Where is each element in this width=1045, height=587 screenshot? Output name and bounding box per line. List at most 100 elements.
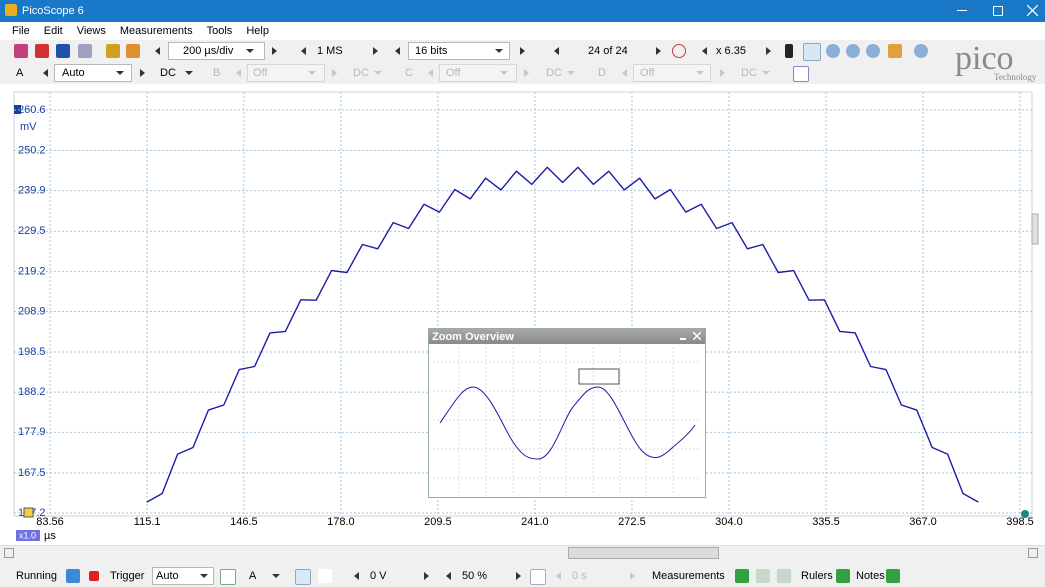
rulers-button[interactable] bbox=[836, 569, 850, 583]
rulers-label[interactable]: Rulers bbox=[801, 570, 833, 582]
dropdown[interactable] bbox=[272, 574, 280, 578]
pointer-tool[interactable] bbox=[785, 44, 793, 58]
increase-button[interactable] bbox=[520, 47, 525, 55]
menu-item[interactable]: Measurements bbox=[119, 25, 193, 37]
add-measurement[interactable] bbox=[735, 569, 749, 583]
dropdown[interactable] bbox=[308, 71, 316, 75]
increase-button[interactable] bbox=[272, 47, 277, 55]
channel-name[interactable]: A bbox=[16, 67, 24, 79]
samples: 1 MS bbox=[317, 45, 343, 57]
decrease-button[interactable] bbox=[236, 69, 241, 77]
zoom-tool[interactable] bbox=[826, 44, 840, 58]
increase-button[interactable] bbox=[630, 572, 635, 580]
zoom-to-fit[interactable] bbox=[914, 44, 928, 58]
range-box[interactable] bbox=[54, 64, 132, 82]
trigger-label: Trigger bbox=[110, 570, 145, 582]
decrease-button[interactable] bbox=[354, 572, 359, 580]
range-box[interactable] bbox=[633, 64, 711, 82]
increase-button[interactable] bbox=[373, 47, 378, 55]
decrease-button[interactable] bbox=[556, 572, 561, 580]
decrease-button[interactable] bbox=[702, 47, 707, 55]
scroll-right[interactable] bbox=[1028, 548, 1038, 558]
increase-button[interactable] bbox=[766, 47, 771, 55]
dropdown[interactable] bbox=[495, 49, 503, 53]
scroll-thumb[interactable] bbox=[568, 547, 719, 559]
dropdown[interactable] bbox=[762, 71, 770, 75]
delete-measurement[interactable] bbox=[777, 569, 791, 583]
measurements-label[interactable]: Measurements bbox=[652, 570, 725, 582]
dropdown[interactable] bbox=[246, 49, 254, 53]
decrease-button[interactable] bbox=[301, 47, 306, 55]
zoom-in-tool[interactable] bbox=[846, 44, 860, 58]
undo-zoom[interactable] bbox=[888, 44, 902, 58]
decrease-button[interactable] bbox=[622, 69, 627, 77]
dropdown[interactable] bbox=[500, 71, 508, 75]
dropdown[interactable] bbox=[200, 574, 208, 578]
y-tick-label: 219.2 bbox=[18, 265, 46, 277]
decrease-button[interactable] bbox=[155, 47, 160, 55]
minimize-button[interactable] bbox=[680, 338, 686, 340]
notes-button[interactable] bbox=[886, 569, 900, 583]
zoom-overview-title: Zoom Overview bbox=[432, 331, 514, 343]
decrease-button[interactable] bbox=[395, 47, 400, 55]
menu-item[interactable]: Views bbox=[76, 25, 106, 37]
range-box[interactable] bbox=[439, 64, 517, 82]
dropdown[interactable] bbox=[696, 71, 704, 75]
serial-mode[interactable] bbox=[78, 44, 92, 58]
side-handle[interactable] bbox=[1031, 213, 1039, 245]
channel-name[interactable]: D bbox=[598, 67, 606, 79]
home-button[interactable] bbox=[126, 44, 140, 58]
probe-button[interactable] bbox=[106, 44, 120, 58]
decrease-button[interactable] bbox=[43, 69, 48, 77]
start-button[interactable] bbox=[66, 569, 80, 583]
trigger-type[interactable] bbox=[220, 569, 236, 585]
navigator-button[interactable] bbox=[672, 44, 686, 58]
decrease-button[interactable] bbox=[446, 572, 451, 580]
notes-label[interactable]: Notes bbox=[856, 570, 885, 582]
spectrum-mode[interactable] bbox=[56, 44, 70, 58]
menu-item[interactable]: Help bbox=[246, 25, 269, 37]
menu-item[interactable]: File bbox=[12, 25, 30, 37]
persistence-mode[interactable] bbox=[35, 44, 49, 58]
dropdown[interactable] bbox=[116, 71, 124, 75]
increase-button[interactable] bbox=[524, 69, 529, 77]
trace bbox=[146, 166, 979, 503]
menu-item[interactable]: Tools bbox=[206, 25, 233, 37]
resolution-box[interactable] bbox=[408, 42, 510, 60]
channel-coupling: DC bbox=[160, 67, 176, 79]
menu-item[interactable]: Edit bbox=[43, 25, 63, 37]
zoom-region[interactable] bbox=[578, 368, 620, 385]
decrease-button[interactable] bbox=[554, 47, 559, 55]
timebase-box[interactable] bbox=[168, 42, 265, 60]
delay-icon[interactable] bbox=[530, 569, 546, 585]
math-channels[interactable] bbox=[793, 66, 809, 82]
close-button[interactable] bbox=[693, 332, 701, 340]
hand-tool[interactable] bbox=[803, 43, 821, 61]
scroll-left[interactable] bbox=[4, 548, 14, 558]
increase-button[interactable] bbox=[516, 572, 521, 580]
edit-measurement[interactable] bbox=[756, 569, 770, 583]
x-tick-label: 272.5 bbox=[618, 516, 646, 528]
maximize-button[interactable] bbox=[993, 6, 1003, 16]
dropdown[interactable] bbox=[185, 71, 193, 75]
minimize-button[interactable] bbox=[957, 10, 967, 11]
falling-edge[interactable] bbox=[318, 569, 332, 583]
range-box[interactable] bbox=[247, 64, 325, 82]
increase-button[interactable] bbox=[332, 69, 337, 77]
increase-button[interactable] bbox=[424, 572, 429, 580]
channel-name[interactable]: C bbox=[405, 67, 413, 79]
decrease-button[interactable] bbox=[428, 69, 433, 77]
dropdown[interactable] bbox=[567, 71, 575, 75]
stop-button[interactable] bbox=[89, 571, 99, 581]
increase-button[interactable] bbox=[656, 47, 661, 55]
dropdown[interactable] bbox=[374, 71, 382, 75]
scope-mode[interactable] bbox=[14, 44, 28, 58]
close-button[interactable] bbox=[1027, 5, 1038, 16]
increase-button[interactable] bbox=[720, 69, 725, 77]
rising-edge[interactable] bbox=[295, 569, 311, 585]
zoom-out-tool[interactable] bbox=[866, 44, 880, 58]
increase-button[interactable] bbox=[140, 69, 145, 77]
x-tick-label: 304.0 bbox=[715, 516, 743, 528]
channel-name[interactable]: B bbox=[213, 67, 221, 79]
trigger-mode-box[interactable] bbox=[152, 567, 214, 585]
